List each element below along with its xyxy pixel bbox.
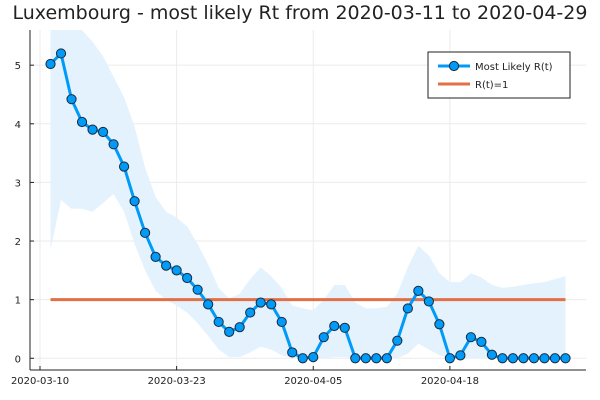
tick-labels: 2020-03-10 2020-03-23 2020-04-05 2020-04-18… [11,61,479,387]
x-tick-label: 2020-03-10 [11,376,69,387]
y-tick-label: 5 [15,61,21,72]
axes [29,30,586,371]
legend-label-rt: Most Likely R(t) [475,62,553,73]
data-point [518,353,529,364]
data-point [308,352,319,363]
data-point [213,316,224,328]
data-point [118,161,130,172]
data-point [266,299,277,310]
data-point [224,326,235,337]
chart-title: Luxembourg - most likely Rt from 2020-03… [12,2,588,24]
data-point [423,296,434,307]
data-point [182,272,193,284]
data-point [297,353,308,364]
data-point [371,353,382,364]
data-point [108,139,119,150]
data-point [444,353,455,364]
data-point [276,316,287,328]
data-point [161,260,172,271]
y-tick-label: 0 [15,354,21,365]
legend-marker-rt [448,60,460,72]
data-point [66,94,77,105]
legend: Most Likely R(t) R(t)=1 [427,51,571,99]
data-point [497,353,508,364]
data-point [350,353,361,364]
data-point [402,303,413,314]
data-point [139,227,151,238]
y-tick-label: 2 [15,237,21,248]
data-point [455,350,466,361]
x-tick-label: 2020-04-05 [284,376,342,387]
y-tick-label: 1 [15,296,21,307]
data-point [255,297,266,308]
y-tick-label: 3 [15,178,21,189]
data-point [76,116,88,128]
rt-markers [45,48,571,364]
data-point [392,335,403,346]
data-point [55,48,67,59]
data-point [560,353,571,364]
data-point [549,353,561,364]
data-point [171,265,182,276]
data-point [318,332,329,343]
data-point [45,58,56,70]
data-point [539,353,550,364]
data-point [87,124,98,135]
data-point [507,353,519,364]
data-point [192,284,203,295]
data-point [287,347,298,358]
y-tick-label: 4 [15,120,21,131]
data-point [381,353,392,364]
data-point [465,332,477,343]
confidence-band-area [50,30,566,359]
data-point [245,307,256,318]
data-point [528,353,540,364]
data-point [203,299,214,310]
data-point [339,322,350,333]
confidence-band [50,30,566,359]
data-point [486,349,498,360]
data-point [97,126,109,138]
data-point [234,322,245,333]
data-point [360,353,371,364]
legend-box [427,51,571,99]
data-point [413,285,424,296]
data-point [129,196,140,207]
x-tick-label: 2020-04-18 [421,376,479,387]
data-point [150,251,161,262]
data-point [476,336,487,347]
x-tick-label: 2020-03-23 [148,376,206,387]
data-point [329,320,340,332]
data-point [434,319,445,330]
legend-label-threshold: R(t)=1 [475,80,508,91]
